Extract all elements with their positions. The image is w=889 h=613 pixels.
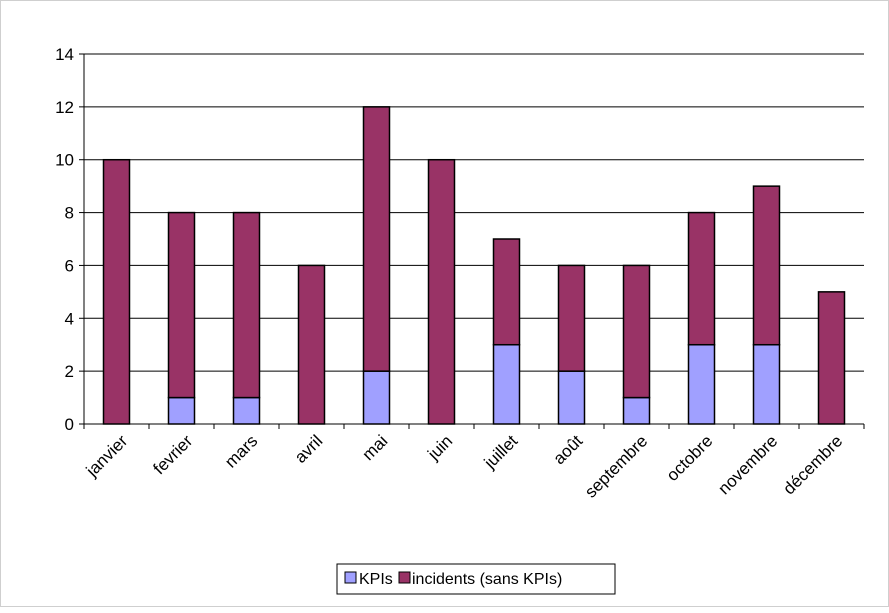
x-category-label: septembre [581,431,651,501]
x-category-label: fevrier [149,431,196,478]
bar-segment-incidents [492,238,521,346]
x-category-label: décembre [779,431,846,498]
x-category-label: mars [221,431,261,471]
legend-swatch-kpis [344,571,357,584]
x-category-label: novembre [714,431,781,498]
bar-segment-kpis [622,396,651,425]
x-axis-category-labels: janvier fevrier mars avril mai juin juillet aoû… [82,431,847,501]
y-tick-label: 0 [65,415,74,434]
bar-segment-kpis [557,370,586,425]
gridlines [84,53,864,372]
bar-segment-incidents [817,291,846,425]
x-category-label: mai [359,431,392,464]
bar-segment-incidents [687,211,716,346]
y-tick-label: 14 [55,45,74,64]
y-tick-label: 8 [65,204,74,223]
legend-label-kpis: KPIs [359,571,393,588]
y-tick-label: 6 [65,256,74,275]
legend-box [336,563,616,595]
x-category-label: janvier [82,431,132,481]
y-tick-label: 10 [55,151,74,170]
bar-segment-kpis [167,396,196,425]
y-axis-tick-labels: 0 2 4 6 8 10 12 14 [55,45,74,434]
bar-segment-incidents [362,106,391,372]
axes [79,53,865,429]
bar-segment-kpis [752,343,781,425]
x-category-label: juillet [480,431,522,473]
bar-segment-kpis [687,343,716,425]
x-category-label: octobre [663,431,717,485]
bar-segment-incidents [622,264,651,399]
y-tick-label: 2 [65,362,74,381]
y-tick-label: 4 [65,309,74,328]
bar-segment-incidents [167,211,196,399]
bar-segment-incidents [557,264,586,372]
legend-swatch-incidents [398,571,411,584]
bar-segment-incidents [297,264,326,425]
legend-label-incidents: incidents (sans KPIs) [412,571,562,588]
bar-segment-kpis [492,343,521,425]
bar-segment-incidents [232,211,261,399]
y-tick-label: 12 [55,98,74,117]
bars [102,106,846,425]
x-category-label: avril [291,431,326,466]
x-category-label: août [549,431,586,468]
bar-segment-incidents [427,158,456,425]
bar-segment-incidents [102,158,131,425]
x-category-label: juin [423,431,456,464]
bar-segment-kpis [362,370,391,425]
bar-segment-incidents [752,185,781,346]
bar-segment-kpis [232,396,261,425]
legend: KPIs incidents (sans KPIs) [336,563,616,595]
